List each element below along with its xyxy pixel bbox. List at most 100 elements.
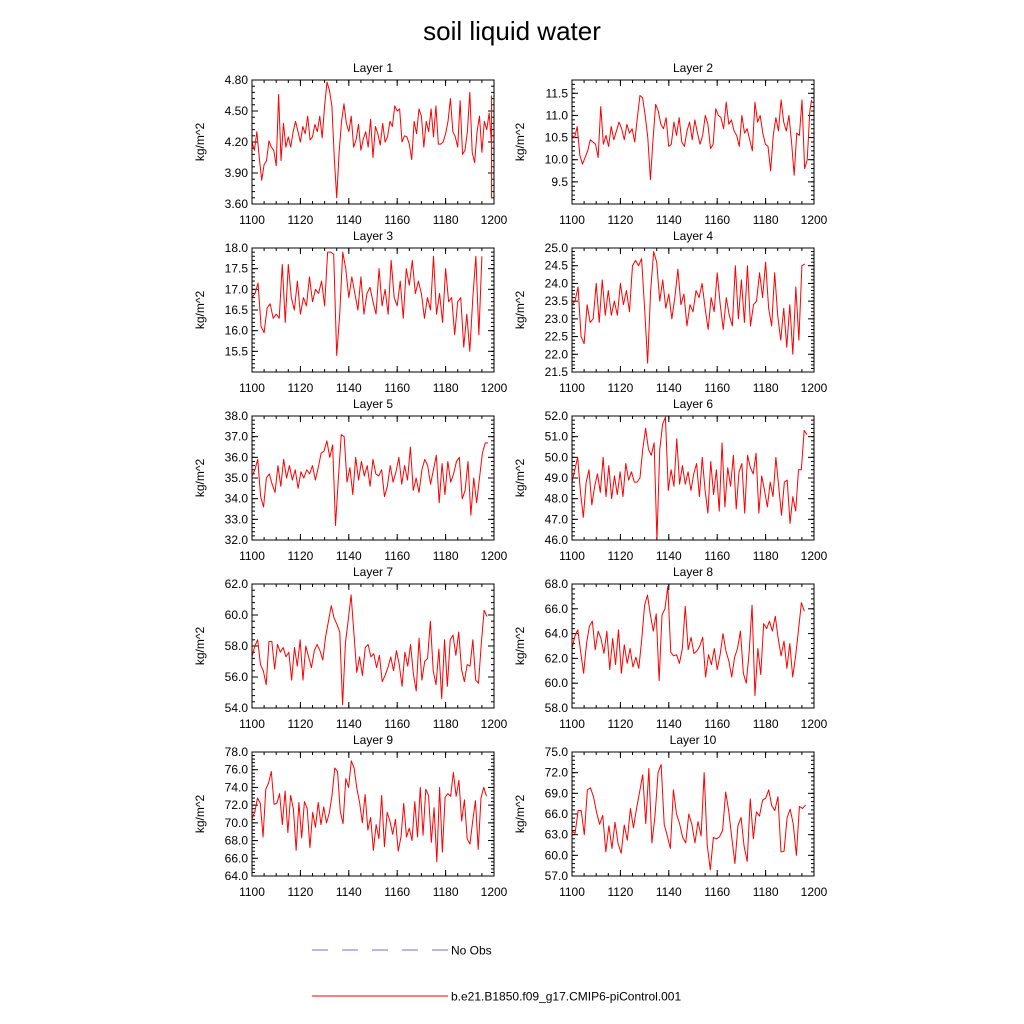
panel-layer-3: Layer 3 1100 1120 1140 1160 1180 1200 15.5 16.0 1… [193,229,508,395]
x-tick-label: 1180 [433,381,459,395]
x-tick-label: 1100 [559,213,585,227]
x-tick-label: 1200 [481,885,508,899]
chart-title: soil liquid water [423,16,601,46]
y-axis-label: kg/m^2 [513,795,527,834]
x-tick-label: 1200 [481,717,508,731]
y-tick-label: 47.0 [545,512,569,526]
x-tick-label: 1120 [607,885,633,899]
y-tick-label: 60.0 [545,676,569,690]
x-tick-label: 1200 [801,885,828,899]
series-line-picontrol [251,760,487,863]
panel-frame [571,247,815,373]
x-tick-label: 1160 [704,549,730,563]
panel-frame [251,247,495,373]
x-tick-label: 1100 [239,885,265,899]
y-tick-label: 63.0 [545,828,569,842]
series-line-picontrol [571,95,813,181]
series-line-picontrol [571,251,806,364]
y-tick-label: 4.20 [225,135,249,149]
y-axis-label: kg/m^2 [193,123,207,162]
x-tick-label: 1200 [801,549,828,563]
y-tick-label: 74.0 [225,780,249,794]
x-tick-label: 1180 [433,717,459,731]
y-axis-label: kg/m^2 [193,291,207,330]
y-tick-label: 16.0 [225,324,249,338]
y-tick-label: 58.0 [225,639,249,653]
legend-label-picontrol: b.e21.B1850.f09_g17.CMIP6-piControl.001 [451,990,681,1004]
panel-layer-4: Layer 4 1100 1120 1140 1160 1180 1200 21.5 22.0 2… [513,229,828,395]
x-tick-label: 1120 [607,549,633,563]
x-tick-label: 1180 [433,885,459,899]
y-tick-label: 3.60 [225,197,249,211]
x-tick-label: 1180 [753,381,779,395]
x-tick-label: 1120 [607,717,633,731]
series-line-picontrol [571,763,806,871]
panel-frame [251,79,495,205]
x-tick-label: 1140 [336,213,362,227]
y-tick-label: 69.0 [545,786,569,800]
x-tick-label: 1100 [559,549,585,563]
x-tick-label: 1100 [559,381,585,395]
y-tick-label: 17.5 [225,262,249,276]
y-tick-label: 64.0 [545,627,569,641]
panel-title: Layer 6 [673,397,713,411]
y-tick-label: 68.0 [225,834,249,848]
y-tick-label: 76.0 [225,763,249,777]
x-tick-label: 1100 [239,213,265,227]
panel-frame [571,79,815,205]
x-tick-label: 1180 [753,549,779,563]
x-tick-label: 1140 [336,717,362,731]
panel-frame [571,583,815,709]
x-tick-label: 1100 [559,717,585,731]
y-tick-label: 22.0 [545,347,569,361]
y-tick-label: 10.5 [545,131,569,145]
x-tick-label: 1160 [384,549,410,563]
x-tick-label: 1160 [704,717,730,731]
panel-layer-1: Layer 1 1100 1120 1140 1160 1180 1200 3.60 3.90 4… [193,61,508,227]
series-line-picontrol [251,81,493,199]
x-tick-label: 1140 [336,549,362,563]
y-tick-label: 54.0 [225,701,249,715]
panel-title: Layer 10 [670,733,717,747]
y-axis-label: kg/m^2 [513,291,527,330]
y-tick-label: 48.0 [545,492,569,506]
x-tick-label: 1180 [753,213,779,227]
x-tick-label: 1100 [559,885,585,899]
y-tick-label: 15.5 [225,344,249,358]
y-tick-label: 49.0 [545,471,569,485]
x-tick-label: 1140 [656,885,682,899]
y-tick-label: 66.0 [545,602,569,616]
y-tick-label: 24.5 [545,259,569,273]
x-tick-label: 1120 [607,381,633,395]
y-tick-label: 25.0 [545,241,569,255]
y-tick-label: 36.0 [225,450,249,464]
y-tick-label: 38.0 [225,409,249,423]
x-tick-label: 1180 [753,717,779,731]
panel-layer-8: Layer 8 1100 1120 1140 1160 1180 1200 58.0 60.0 6… [513,565,828,731]
x-tick-label: 1120 [287,885,313,899]
y-tick-label: 23.0 [545,312,569,326]
y-tick-label: 70.0 [225,816,249,830]
y-tick-label: 37.0 [225,430,249,444]
series-line-picontrol [251,434,489,527]
y-tick-label: 3.90 [225,166,249,180]
x-tick-label: 1100 [239,381,265,395]
x-tick-label: 1120 [287,213,313,227]
x-tick-label: 1140 [336,885,362,899]
panel-frame [251,583,495,709]
y-tick-label: 60.0 [225,608,249,622]
y-axis-label: kg/m^2 [193,795,207,834]
y-tick-label: 60.0 [545,848,569,862]
y-tick-label: 78.0 [225,745,249,759]
y-tick-label: 66.0 [545,807,569,821]
y-tick-label: 72.0 [225,798,249,812]
x-tick-label: 1200 [801,213,828,227]
x-tick-label: 1160 [384,717,410,731]
y-tick-label: 62.0 [545,651,569,665]
y-tick-label: 32.0 [225,533,249,547]
x-tick-label: 1200 [481,381,508,395]
y-tick-label: 22.5 [545,330,569,344]
x-tick-label: 1140 [336,381,362,395]
panel-title: Layer 8 [673,565,713,579]
